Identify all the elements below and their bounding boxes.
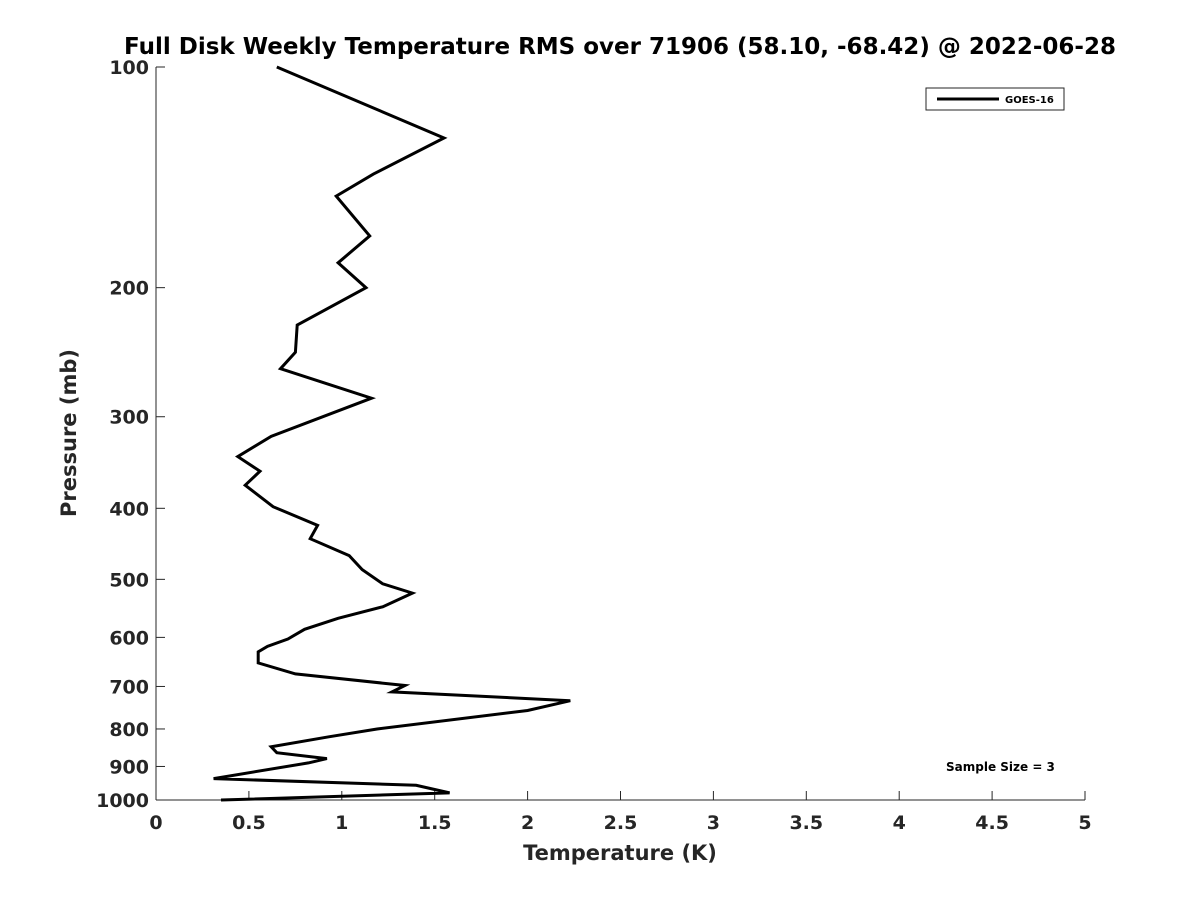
x-tick-label: 5 — [1078, 812, 1091, 834]
y-tick-label: 800 — [109, 719, 149, 741]
y-axis-label: Pressure (mb) — [57, 349, 81, 517]
y-tick-label: 400 — [109, 498, 149, 520]
x-axis-label: Temperature (K) — [523, 841, 717, 865]
y-tick-label: 500 — [109, 569, 149, 591]
y-tick-label: 900 — [109, 756, 149, 778]
series-group — [213, 65, 571, 802]
y-tick-label: 100 — [109, 57, 149, 79]
series-line-goes-16 — [213, 65, 571, 802]
legend-label-goes-16: GOES-16 — [1005, 95, 1054, 106]
y-tick-label: 200 — [109, 278, 149, 300]
chart-title: Full Disk Weekly Temperature RMS over 71… — [124, 34, 1116, 60]
y-tick-label: 300 — [109, 407, 149, 429]
x-tick-label: 3 — [707, 812, 720, 834]
y-tick-label: 700 — [109, 676, 149, 698]
x-tick-label: 0 — [149, 812, 162, 834]
x-axis-ticks: 0 0.5 1 1.5 2 2.5 3 3.5 4 4.5 5 — [149, 791, 1092, 834]
x-tick-label: 0.5 — [232, 812, 266, 834]
y-tick-label: 600 — [109, 627, 149, 649]
legend: GOES-16 — [925, 87, 1065, 111]
x-tick-label: 1.5 — [418, 812, 452, 834]
x-tick-label: 3.5 — [789, 812, 823, 834]
x-tick-label: 1 — [335, 812, 348, 834]
sample-size-annotation: Sample Size = 3 — [946, 760, 1055, 774]
y-axis-ticks: 100 200 300 400 500 600 700 800 900 1000 — [96, 57, 165, 812]
y-tick-label: 1000 — [96, 790, 149, 812]
x-tick-label: 2.5 — [604, 812, 638, 834]
x-tick-label: 4 — [893, 812, 906, 834]
x-tick-label: 4.5 — [975, 812, 1009, 834]
x-tick-label: 2 — [521, 812, 534, 834]
